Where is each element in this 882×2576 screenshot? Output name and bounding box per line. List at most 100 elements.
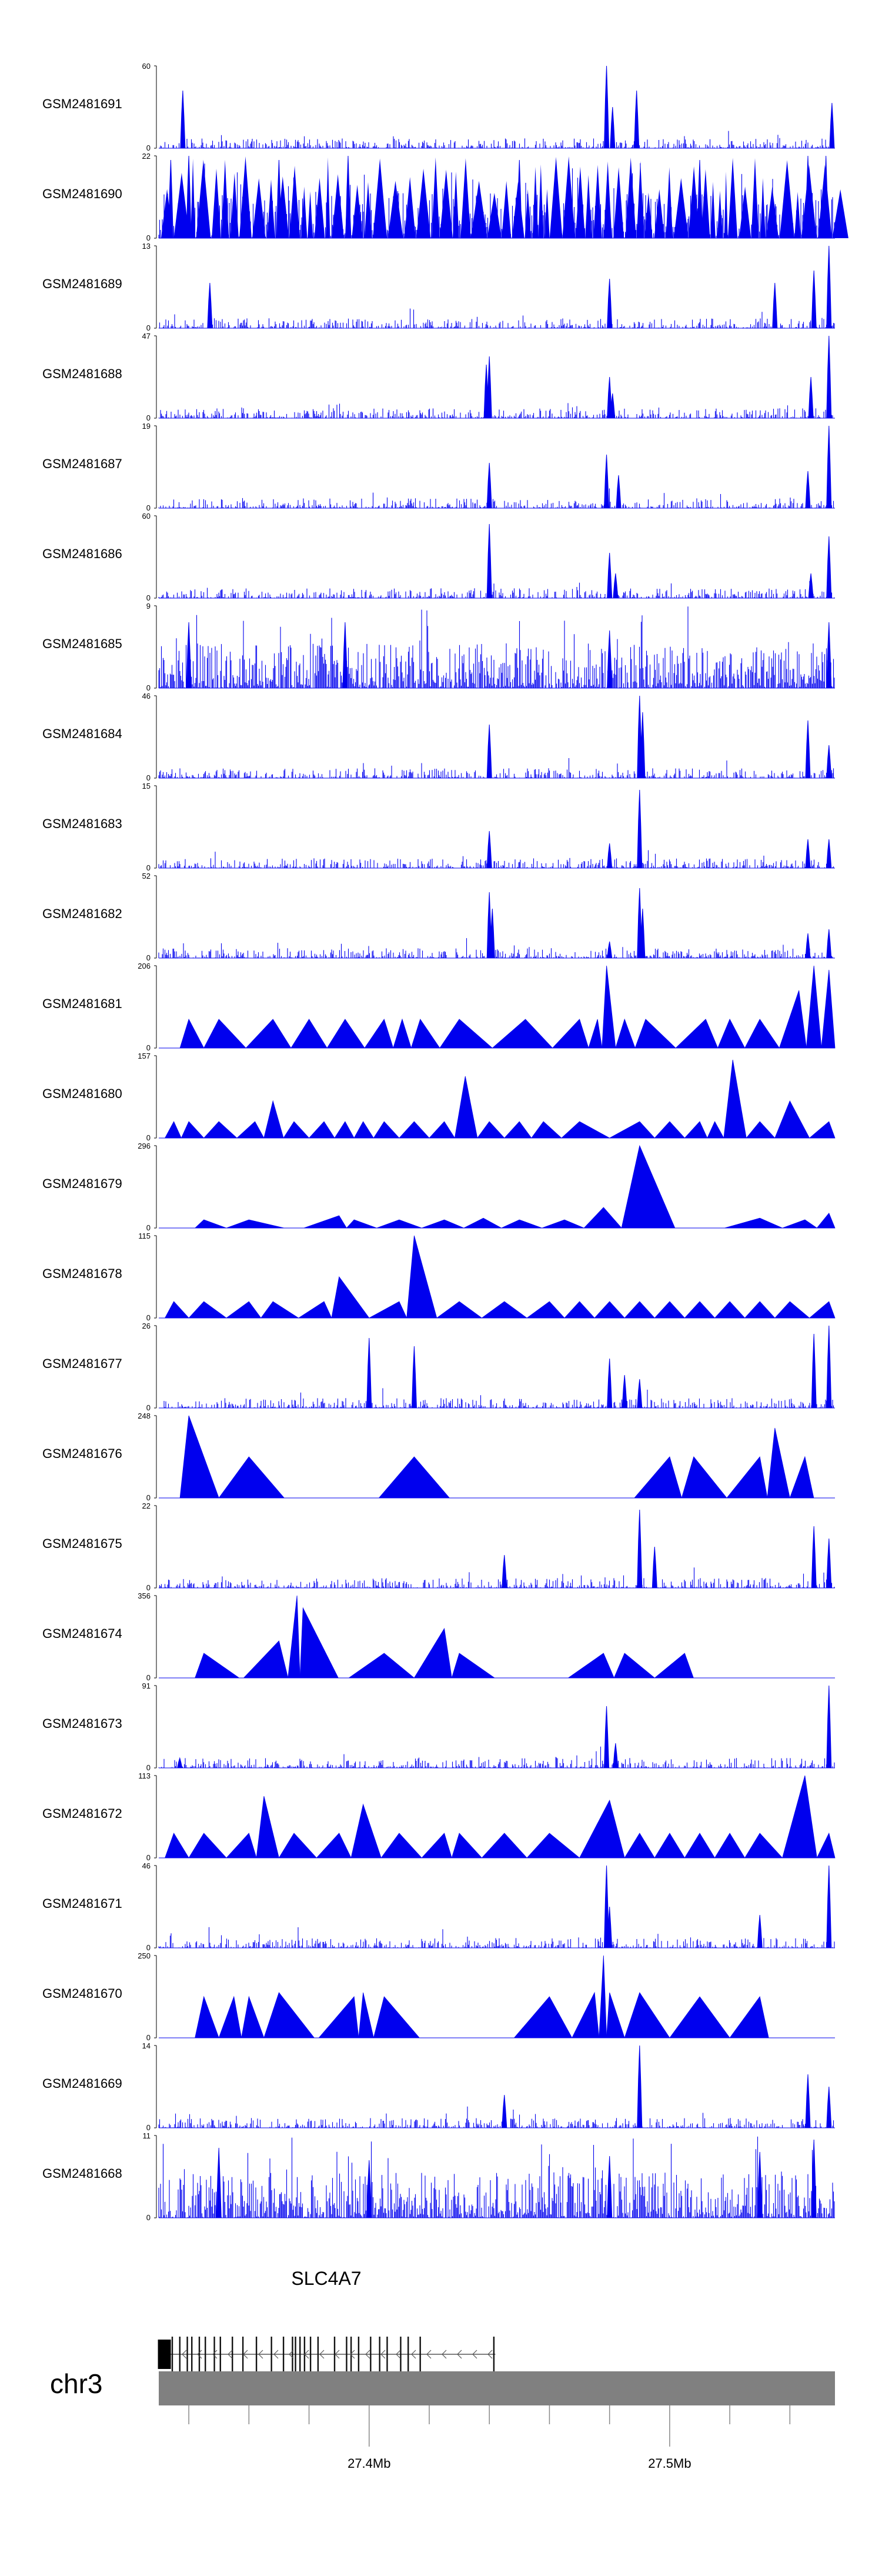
triangle-mark [707,1121,724,1139]
triangle-mark [421,1833,452,1858]
triangle-mark [572,1991,600,2038]
triangle-mark [560,1121,610,1139]
gene-exon [205,2337,206,2372]
signal-bars [158,938,835,958]
triangle-mark [588,1019,603,1049]
signal-peak [805,839,811,869]
triangle-mark [348,1653,415,1679]
triangle-mark [454,1076,478,1139]
track-ymax-label: 157 [138,1052,151,1060]
gene-exon [386,2337,388,2372]
gene-exon [407,2337,409,2372]
track-ymin-label: 0 [146,323,151,332]
triangle-mark [501,1219,542,1229]
x-axis-tick-label: 27.5Mb [648,2456,691,2471]
signal-peak [604,65,610,149]
track-ymax-label: 26 [142,1322,151,1330]
triangle-mark [808,1121,836,1139]
track-ymax-label: 113 [138,1771,151,1780]
gene-exon [158,2340,171,2369]
triangle-mark [350,1803,382,1858]
triangle-mark [245,1019,292,1049]
track-GSM2481670: GSM2481670 250 0 [42,1951,835,2042]
track-GSM2481676: GSM2481676 248 0 [42,1412,835,1502]
triangle-mark [308,1121,335,1139]
triangle-mark [714,1833,746,1858]
triangle-mark [729,1996,769,2038]
track-ymin-label: 0 [146,1313,151,1322]
track-GSM2481685: GSM2481685 9 0 [42,602,835,692]
signal-peak [342,622,348,689]
track-GSM2481677: GSM2481677 26 0 [42,1322,835,1412]
triangle-mark [717,1019,746,1049]
gene-name-label: SLC4A7 [291,2268,361,2289]
gene-exon [346,2337,348,2372]
gene-exon [232,2337,233,2372]
gene-exon [191,2337,193,2372]
triangle-mark [218,1456,285,1499]
strand-arrow [304,2350,309,2359]
triangle-mark [744,1019,780,1049]
triangle-mark [179,1415,219,1499]
triangle-mark [316,1833,352,1858]
track-ymin-label: 0 [146,683,151,692]
signal-peak [489,908,495,959]
signal-peak [811,1333,817,1409]
signal-peak [697,159,703,239]
signal-peak [826,622,832,689]
triangle-mark [609,1121,656,1139]
track-GSM2481689: GSM2481689 13 0 [42,242,835,332]
gene-exon [179,2337,181,2372]
triangle-mark [567,1653,614,1679]
triangle-mark [188,1301,228,1319]
signal-peak [640,712,646,779]
signal-bars [158,606,835,688]
signal-bars [158,403,835,418]
signal-peak [207,282,213,329]
gene-exon [295,2337,296,2372]
signal-peak [607,941,613,959]
track-label: GSM2481681 [42,996,122,1011]
gene-exon [333,2337,336,2372]
triangle-mark [369,1301,407,1319]
triangle-mark [373,1121,400,1139]
triangle-mark [299,1607,339,1679]
track-ymin-label: 0 [146,2033,151,2042]
triangle-mark [779,990,807,1049]
track-ymax-label: 46 [142,692,151,700]
gene-exon [270,2337,272,2372]
signal-peak [826,929,832,959]
track-ymax-label: 296 [138,1142,151,1150]
signal-peak [826,2086,832,2128]
triangle-mark [526,1833,580,1858]
signal-peak [826,1325,832,1409]
triangle-mark [654,1833,686,1858]
track-label: GSM2481677 [42,1356,122,1371]
track-ymax-label: 22 [142,1501,151,1510]
triangle-mark [260,1301,300,1319]
triangle-mark [203,1019,247,1049]
signal-peak [502,2094,507,2128]
track-GSM2481675: GSM2481675 22 0 [42,1501,835,1592]
strand-arrow [228,2350,233,2359]
signal-peak [826,425,832,509]
strand-arrow [472,2350,477,2359]
triangle-mark [256,1796,279,1858]
signal-bars [158,488,835,508]
track-ymax-label: 14 [142,2041,151,2050]
gene-exon [255,2337,258,2372]
track-ymin-label: 0 [146,413,151,422]
signal-peak [486,523,492,599]
track-ymin-label: 0 [146,1583,151,1592]
signal-peak [607,1906,613,1948]
triangle-mark [188,1833,227,1858]
strand-arrow [197,2350,202,2359]
track-ymax-label: 52 [142,872,151,880]
triangle-mark [481,1301,528,1319]
triangle-mark [283,1121,310,1139]
triangle-mark [380,1833,423,1858]
triangle-mark [164,1121,182,1139]
signal-peak [634,90,640,149]
triangle-mark [774,1100,810,1139]
signal-peak [610,106,616,149]
